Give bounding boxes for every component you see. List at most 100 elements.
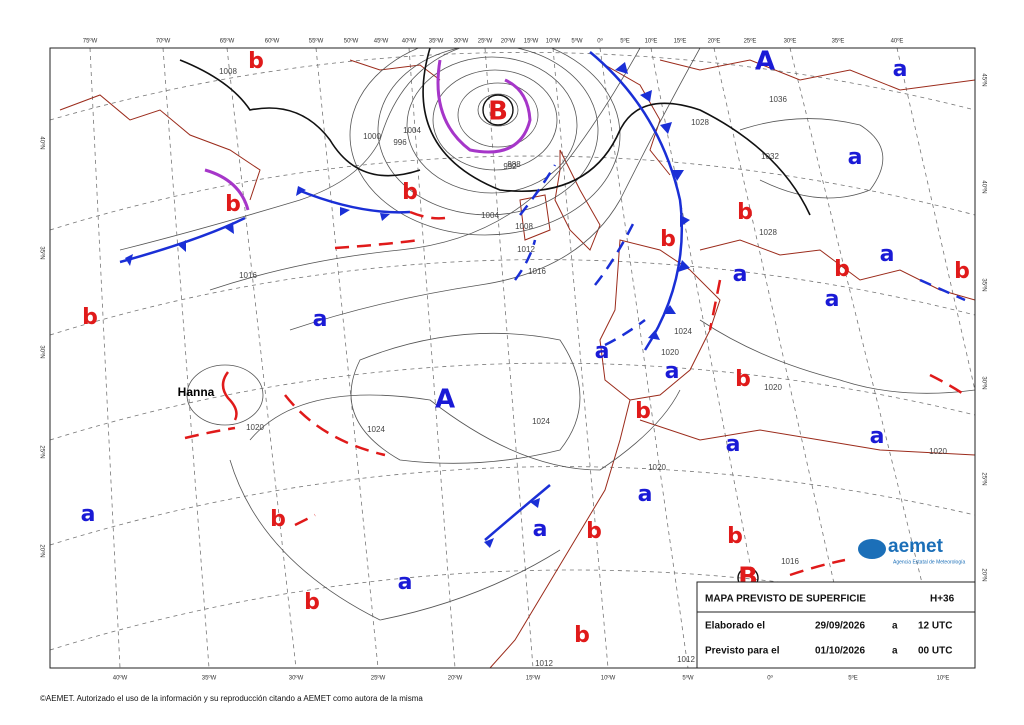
low-pressure-label: b [834,257,850,282]
high-pressure-label: A [755,47,775,77]
high-pressure-label: a [848,145,863,170]
isobar-label: 996 [393,138,407,147]
longitude-label: 0º [597,38,603,45]
isobar-label: 1016 [781,557,799,566]
high-pressure-label: a [595,339,610,364]
isobar-label: 1000 [363,132,381,141]
low-pressure-label: b [270,507,286,532]
storm-symbol [221,371,238,421]
isobar-label: 1020 [246,423,264,432]
longitude-label: 30ºE [784,38,797,45]
isobar-label: 1028 [691,118,709,127]
latitude-label: 20ºN [980,568,987,581]
longitude-label: 10ºE [937,675,950,682]
logo: aemet Agencia Estatal de Meteorología [858,536,965,565]
isobar-label: 1020 [661,348,679,357]
isobar-label: 1036 [769,95,787,104]
longitude-label: 15ºW [526,675,541,682]
isobar-label: 1024 [674,327,692,336]
info-time: 12 UTC [918,621,952,632]
longitude-label: 20ºW [448,675,463,682]
isobar-label: 1004 [403,126,421,135]
info-sep: a [892,646,898,657]
low-pressure-label: b [737,200,753,225]
isobar-label: 1016 [528,267,546,276]
isobar-label: 1012 [677,655,695,664]
latitude-label: 25ºN [980,472,987,485]
info-label: Previsto para el [705,646,780,657]
longitude-label: 0º [767,675,773,682]
latitude-label: 30ºN [980,376,987,389]
longitude-label: 15ºE [674,38,687,45]
longitude-label: 30ºW [454,38,469,45]
low-pressure-label: b [225,192,241,217]
warm-fronts [184,210,966,577]
latitude-label: 40ºN [980,180,987,193]
isobar-label: 1020 [648,463,666,472]
longitude-label: 60ºW [265,38,280,45]
latitude-label: 45ºN [980,73,987,86]
info-horizon: H+36 [930,594,955,605]
longitude-label: 55ºW [309,38,324,45]
longitude-label: 25ºW [478,38,493,45]
logo-agency: Agencia Estatal de Meteorología [893,559,965,565]
high-pressure-label: a [825,287,840,312]
high-pressure-label: a [665,359,680,384]
high-pressure-label: a [533,517,548,542]
longitude-label: 40ºW [113,675,128,682]
high-pressure-label: a [398,570,413,595]
longitude-label: 20ºE [708,38,721,45]
latitude-label: 40ºN [38,136,45,149]
isobar-label: 1016 [239,271,257,280]
high-pressure-label: a [893,57,908,82]
isobar-label: 1008 [515,222,533,231]
graticule [50,48,975,668]
longitude-label: 10ºW [601,675,616,682]
isobar-label: 1020 [929,447,947,456]
high-pressure-label: a [313,307,328,332]
latitude-label: 20ºN [38,544,45,557]
main-isobars [179,48,811,216]
longitude-label: 75ºW [83,38,98,45]
high-pressure-label: a [726,432,741,457]
isobar-label: 1020 [764,383,782,392]
isobar-label: 992 [503,162,517,171]
low-pressure-label: b [82,305,98,330]
isobar-label: 1012 [535,659,553,668]
longitude-label: 40ºW [402,38,417,45]
low-pressure-label: B [488,97,508,127]
isobar-label: 1024 [532,417,550,426]
low-center [482,94,514,126]
info-title: MAPA PREVISTO DE SUPERFICIE [705,594,866,605]
longitude-label: 35ºE [832,38,845,45]
info-sep: a [892,621,898,632]
longitude-label: 5ºW [682,675,694,682]
info-label: Elaborado el [705,621,765,632]
coastlines [59,59,975,668]
isobars [119,48,975,621]
longitude-label: 10ºW [546,38,561,45]
cold-fronts [119,51,684,541]
latitude-label: 35ºN [980,278,987,291]
low-pressure-label: b [304,590,320,615]
longitude-label: 35ºW [202,675,217,682]
high-pressure-label: a [638,482,653,507]
high-pressure-label: a [870,424,885,449]
logo-name: aemet [888,536,944,557]
longitude-label: 35ºW [429,38,444,45]
high-pressure-label: A [435,385,455,415]
cold-front-triangles [125,62,690,548]
isobar-label: 1028 [759,228,777,237]
longitude-label: 25ºE [744,38,757,45]
high-pressure-label: a [880,242,895,267]
occluded-fronts [204,59,532,211]
high-pressure-label: a [81,502,96,527]
longitude-label: 10ºE [645,38,658,45]
longitude-label: 5ºE [848,675,858,682]
longitude-label: 40ºE [891,38,904,45]
isobar-label: 1004 [481,211,499,220]
high-pressure-label: a [733,262,748,287]
